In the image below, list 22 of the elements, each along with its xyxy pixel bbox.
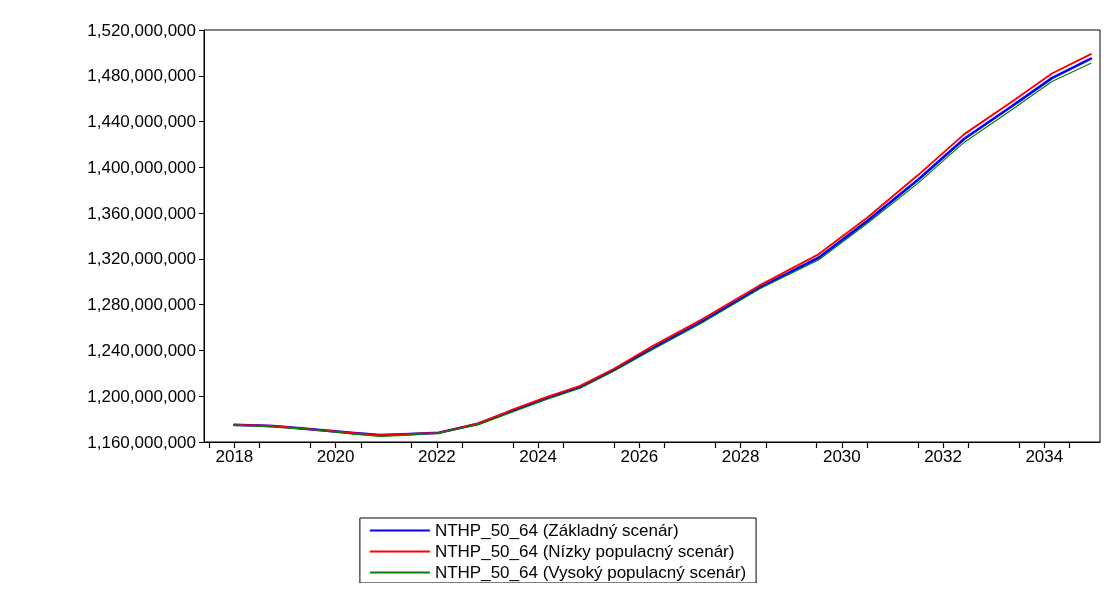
- x-tick-label: 2018: [215, 447, 254, 466]
- y-tick-label: 1,160,000,000: [87, 432, 196, 452]
- y-tick-label: 1,480,000,000: [87, 66, 196, 86]
- x-tick-label: 2024: [519, 447, 558, 466]
- y-tick-label: 1,520,000,000: [87, 20, 196, 40]
- x-tick-label: 2032: [924, 447, 962, 466]
- y-tick-label: 1,320,000,000: [87, 249, 196, 269]
- y-tick-label: 1,440,000,000: [87, 112, 196, 132]
- y-tick-label: 1,280,000,000: [87, 295, 196, 315]
- x-tick-label: 2034: [1025, 447, 1064, 466]
- legend-label: NTHP_50_64 (Nízky populacný scenár): [434, 542, 735, 561]
- y-tick-label: 1,240,000,000: [87, 340, 196, 360]
- x-tick-label: 2026: [620, 447, 659, 466]
- legend-label: NTHP_50_64 (Vysoký populacný scenár): [434, 563, 747, 582]
- x-tick-label: 2030: [822, 447, 861, 466]
- x-tick-label: 2020: [316, 447, 355, 466]
- x-tick-label: 2022: [417, 447, 456, 466]
- x-tick-label: 2028: [721, 447, 760, 466]
- y-tick-label: 1,200,000,000: [87, 386, 196, 406]
- y-tick-label: 1,360,000,000: [87, 203, 196, 223]
- legend-label: NTHP_50_64 (Základný scenár): [434, 521, 679, 540]
- y-tick-label: 1,400,000,000: [87, 157, 196, 177]
